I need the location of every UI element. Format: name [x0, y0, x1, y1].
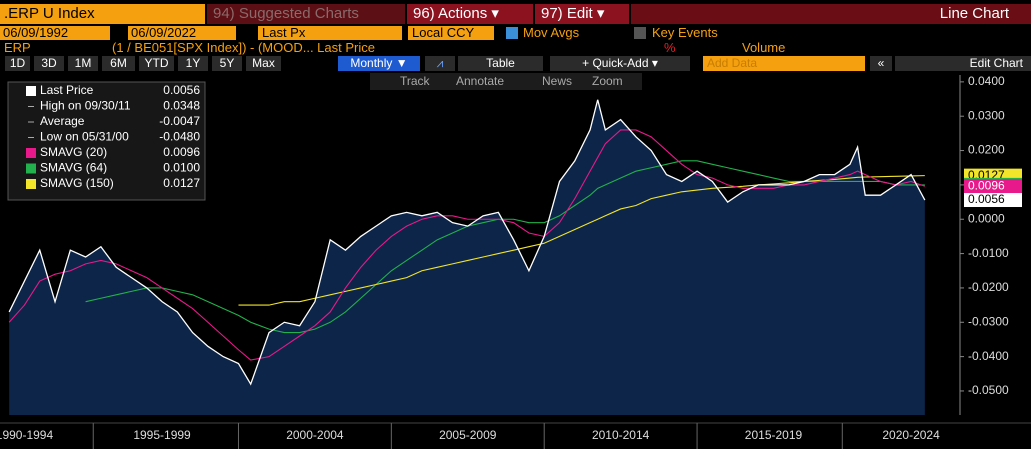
period-button[interactable]: 3D [34, 56, 64, 71]
mov-avgs-label: Mov Avgs [523, 25, 580, 40]
period-button[interactable]: 6M [102, 56, 135, 71]
ticker: ERP [4, 40, 31, 55]
period-button[interactable]: Max [246, 56, 281, 71]
x-tick-label: 2005-2009 [439, 428, 497, 442]
y-tick-label: 0.0200 [968, 143, 1005, 157]
chart: 0.0400 0.0300 0.0200 0.0100 0.0000 -0.0100 -0.… [0, 74, 1031, 449]
mov-avgs-checkbox[interactable] [506, 27, 518, 39]
last-value-label: 0.0056 [968, 192, 1005, 206]
tool-button[interactable]: News [542, 74, 573, 88]
price-field[interactable]: Last Px [258, 26, 402, 40]
legend-value: 0.0100 [163, 161, 200, 175]
legend-value: -0.0480 [159, 130, 200, 144]
volume: Volume [742, 40, 786, 55]
last-value-tag [964, 193, 1022, 208]
tool-button[interactable]: Annotate [456, 74, 505, 88]
y-tick-label: -0.0100 [968, 246, 1009, 260]
y-tick-label: 0.0300 [968, 108, 1005, 122]
table-button[interactable]: Table [458, 56, 543, 71]
legend-value: 0.0096 [163, 145, 200, 159]
frequency[interactable]: Monthly ▼ [338, 56, 420, 71]
y-tick-label: 0.0400 [968, 74, 1005, 88]
y-tick-label: 0.0000 [968, 211, 1005, 225]
y-tick-label: -0.0300 [968, 314, 1009, 328]
series-line [238, 175, 925, 306]
legend-value: -0.0047 [159, 114, 200, 128]
legend-swatch [26, 163, 36, 174]
collapse-icon[interactable]: « [870, 56, 892, 71]
period-button[interactable]: 1D [5, 56, 30, 71]
start-date[interactable]: 06/09/1992 [0, 26, 110, 40]
x-tick-label: 2000-2004 [286, 428, 344, 442]
expression: (1 / BE051[SPX Index]) - (MOOD... Last P… [112, 40, 375, 55]
x-tick-label: 1990-1994 [0, 428, 53, 442]
price-area [9, 99, 925, 416]
x-tick-label: 1995-1999 [133, 428, 191, 442]
unit: % [664, 40, 676, 55]
period-button[interactable]: 1Y [178, 56, 208, 71]
legend-label: SMAVG (64) [40, 161, 107, 175]
key-events-label: Key Events [652, 25, 718, 40]
legend-label: Last Price [40, 83, 94, 97]
legend-value: 0.0056 [163, 83, 200, 97]
quick-add[interactable]: + Quick-Add ▾ [550, 56, 690, 71]
legend: Last Price 0.0056 High on 09/30/11 0.0348 Av… [7, 81, 206, 201]
last-value-tag [964, 179, 1022, 194]
legend-label: Average [40, 114, 85, 128]
key-events-checkbox[interactable] [634, 27, 646, 39]
y-tick-label: -0.0400 [968, 349, 1009, 363]
edit-chart[interactable]: Edit Chart [895, 56, 1031, 71]
legend-swatch [26, 148, 36, 158]
y-tick-label: -0.0500 [968, 383, 1009, 397]
period-button[interactable]: 5Y [212, 56, 242, 71]
period-button[interactable]: YTD [139, 56, 174, 71]
legend-swatch [26, 86, 36, 96]
currency[interactable]: Local CCY [408, 26, 494, 40]
toolbar: Track Annotate News Zoom [370, 73, 642, 90]
add-data[interactable]: Add Data [703, 56, 865, 71]
tool-button[interactable]: Zoom [592, 74, 623, 88]
legend-label: SMAVG (150) [40, 176, 114, 190]
actions-menu[interactable]: 96) Actions ▾ [407, 4, 533, 24]
y-tick-label: -0.0200 [968, 280, 1009, 294]
legend-label: High on 09/30/11 [40, 99, 131, 113]
last-value-label: 0.0096 [968, 178, 1005, 192]
suggested-charts[interactable]: 94) Suggested Charts [207, 4, 405, 24]
series-line [8, 99, 926, 386]
legend-swatch [26, 179, 36, 189]
series-line [8, 129, 926, 361]
edit-menu[interactable]: 97) Edit ▾ [535, 4, 629, 24]
series-line [85, 160, 925, 334]
view-name: Line Chart [631, 4, 1031, 24]
x-tick-label: 2015-2019 [745, 428, 803, 442]
legend-value: 0.0348 [163, 99, 200, 113]
x-tick-label: 2020-2024 [882, 428, 940, 442]
end-date[interactable]: 06/09/2022 [128, 26, 236, 40]
x-tick-label: 2010-2014 [592, 428, 650, 442]
security-field[interactable]: .ERP U Index [0, 4, 205, 24]
legend-box [7, 81, 206, 201]
period-button[interactable]: 1M [68, 56, 98, 71]
tool-button[interactable]: Track [400, 74, 430, 88]
legend-label: SMAVG (20) [40, 145, 107, 159]
chart-icon[interactable]: ⩘ [425, 56, 455, 71]
legend-value: 0.0127 [163, 176, 200, 190]
legend-label: Low on 05/31/00 [40, 130, 129, 144]
